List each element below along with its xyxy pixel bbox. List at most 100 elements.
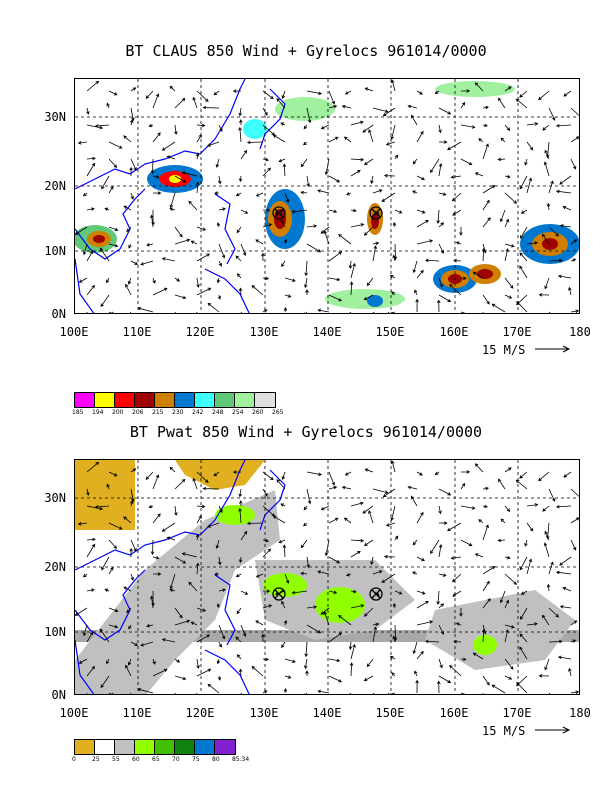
wind-arrow	[504, 658, 514, 670]
wind-arrow	[255, 573, 264, 578]
wind-arrow	[278, 539, 286, 544]
wind-arrow	[481, 247, 486, 262]
wind-arrow	[482, 105, 490, 110]
wind-arrow	[188, 581, 198, 592]
wind-arrow	[78, 277, 88, 283]
wind-arrow	[236, 607, 242, 615]
wind-arrow	[213, 90, 220, 96]
wind-arrow	[181, 171, 198, 177]
wind-arrow	[543, 161, 550, 177]
wind-arrow	[328, 517, 339, 524]
wind-arrow	[482, 580, 490, 592]
panel1-scale: 15 M/S	[482, 343, 573, 357]
wind-arrow	[262, 657, 270, 662]
wind-arrow	[430, 158, 440, 174]
wind-arrow	[568, 667, 572, 677]
wind-arrow	[526, 241, 538, 245]
wind-arrow	[123, 586, 132, 592]
wind-arrow	[453, 258, 462, 263]
wind-arrow	[218, 175, 222, 185]
wind-arrow	[82, 192, 88, 197]
wind-arrow	[372, 245, 378, 262]
wind-arrow	[363, 294, 374, 301]
wind-arrow	[482, 524, 489, 541]
panel2-lon-140e: 140E	[312, 706, 342, 720]
wind-arrow	[106, 102, 110, 109]
wind-arrow	[344, 471, 352, 476]
wind-arrow	[526, 141, 534, 151]
wind-arrow	[482, 143, 489, 160]
wind-arrow	[238, 287, 243, 296]
wind-arrow	[196, 515, 202, 524]
wind-arrow	[520, 226, 528, 239]
wind-arrow	[75, 607, 88, 616]
wind-arrow	[392, 602, 397, 609]
wind-arrow	[317, 189, 330, 194]
wind-arrow	[548, 607, 560, 618]
wind-arrow	[425, 258, 440, 263]
wind-arrow	[416, 471, 423, 476]
wind-arrow	[174, 658, 181, 663]
wind-arrow	[262, 488, 268, 497]
wind-arrow	[77, 141, 88, 145]
wind-arrow	[519, 646, 528, 660]
wind-arrow	[538, 293, 550, 297]
wind-arrow	[504, 218, 510, 228]
wind-arrow	[137, 687, 154, 694]
panel1-scale-arrow-icon	[534, 345, 570, 353]
wind-arrow	[416, 130, 424, 143]
wind-arrow	[498, 97, 506, 109]
wind-arrow	[207, 302, 220, 313]
wind-arrow	[559, 605, 572, 609]
wind-arrow	[459, 226, 463, 236]
panel2-scale: 15 M/S	[482, 724, 573, 738]
wind-arrow	[125, 283, 132, 296]
wind-arrow	[130, 488, 135, 503]
wind-arrow	[438, 294, 452, 303]
wind-arrow	[570, 488, 579, 497]
wind-arrow	[341, 485, 352, 490]
wind-arrow	[570, 258, 577, 262]
panel2-pwat-field	[75, 460, 579, 694]
wind-arrow	[174, 478, 186, 490]
wind-arrow	[104, 207, 110, 211]
wind-arrow	[169, 466, 176, 473]
wind-arrow	[232, 470, 242, 474]
wind-arrow	[570, 517, 579, 524]
wind-arrow	[214, 191, 220, 195]
wind-arrow	[82, 243, 88, 256]
wind-arrow	[338, 615, 352, 626]
wind-arrow	[280, 503, 286, 507]
panel2-scale-arrow-icon	[534, 726, 570, 734]
legend-swatch	[235, 393, 255, 407]
panel1-cloud-field	[75, 81, 579, 309]
wind-arrow	[238, 107, 242, 117]
wind-arrow	[504, 555, 511, 560]
wind-arrow	[434, 90, 440, 95]
wind-arrow	[262, 538, 270, 543]
wind-arrow	[169, 192, 176, 209]
wind-arrow	[438, 192, 447, 196]
wind-arrow	[281, 219, 286, 228]
wind-arrow	[328, 294, 343, 302]
legend-swatch	[135, 393, 155, 407]
panel1-coastlines	[75, 79, 286, 313]
legend-tick-label: 80	[212, 756, 220, 763]
wind-arrow	[303, 692, 308, 694]
legend-swatch	[115, 393, 135, 407]
panel2-map	[74, 459, 580, 695]
wind-arrow	[546, 583, 551, 592]
legend-tick-label: 215	[152, 409, 164, 416]
wind-arrow	[174, 226, 183, 238]
wind-arrow	[317, 308, 330, 313]
wind-arrow	[453, 639, 462, 644]
wind-arrow	[152, 668, 168, 677]
wind-arrow	[262, 157, 270, 162]
wind-arrow	[100, 294, 110, 308]
wind-arrow	[262, 589, 271, 593]
wind-arrow	[140, 641, 154, 647]
legend-swatch	[155, 740, 175, 754]
wind-arrow	[372, 107, 389, 113]
wind-arrow	[394, 590, 403, 595]
wind-arrow	[504, 248, 509, 262]
